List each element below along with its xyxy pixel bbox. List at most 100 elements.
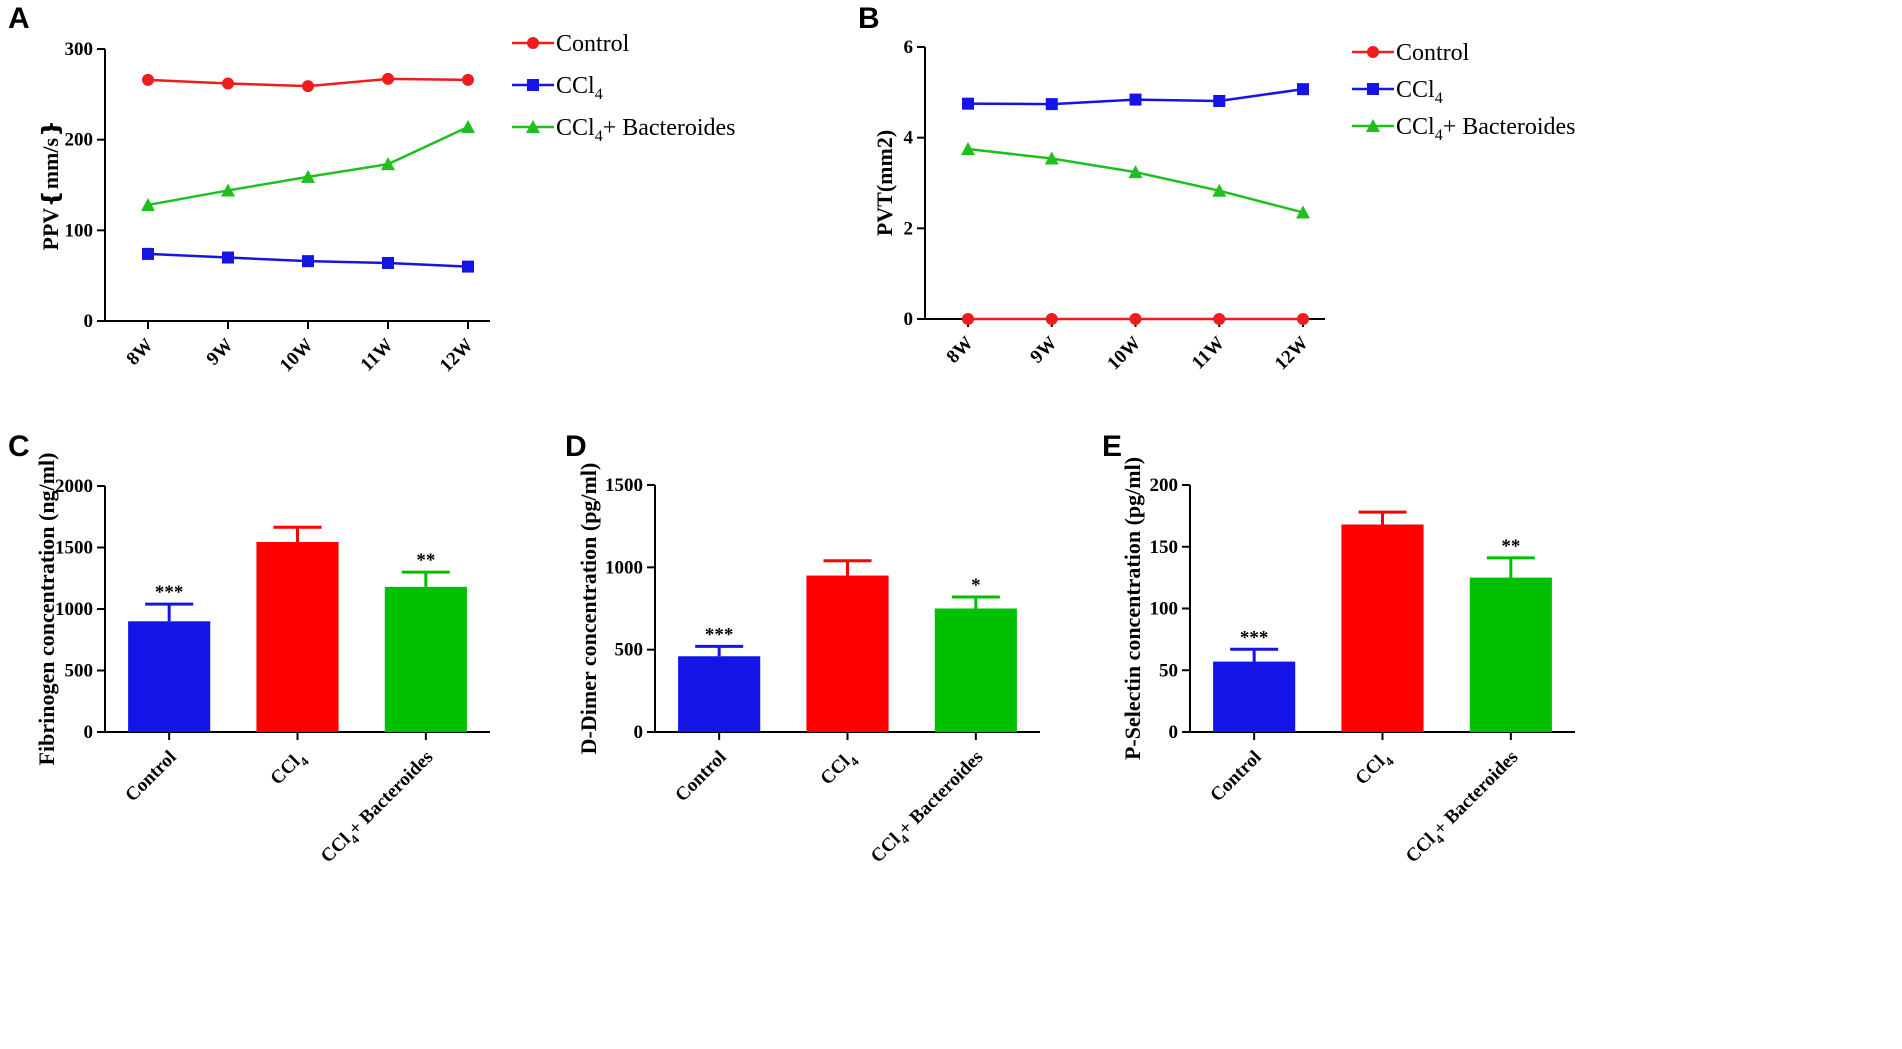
x-tick-label: 10W: [1103, 333, 1145, 375]
data-point: [462, 260, 474, 273]
legend-marker: [1367, 83, 1379, 95]
y-tick-label: 1000: [55, 599, 93, 620]
data-point: [1045, 313, 1058, 325]
x-tick-label: CCl4: [816, 746, 862, 792]
y-tick-label: 150: [1150, 537, 1179, 558]
data-point: [221, 183, 235, 197]
y-axis-title: PVT(mm2): [872, 130, 897, 236]
x-tick-label: 12W: [436, 335, 478, 377]
x-tick-label: 9W: [1026, 333, 1061, 368]
y-tick-label: 0: [634, 722, 644, 743]
data-point: [1297, 313, 1309, 325]
x-tick-label: CCl4: [266, 746, 312, 792]
data-point: [1128, 165, 1143, 179]
data-point: [222, 251, 234, 264]
y-tick-label: 500: [615, 640, 644, 661]
bar: [934, 608, 1017, 732]
legend-marker: [1366, 119, 1380, 132]
data-point: [462, 73, 474, 86]
y-axis-title: D-Dimer concentration (pg/ml): [576, 463, 601, 755]
y-tick-label: 0: [84, 311, 94, 332]
bar: [678, 656, 761, 732]
data-point: [461, 119, 475, 133]
data-point: [222, 77, 234, 90]
legend-label: Control: [1396, 40, 1470, 66]
legend-label: Control: [556, 31, 630, 57]
data-point: [382, 72, 394, 85]
significance-label: ***: [1240, 627, 1269, 648]
bar: [128, 621, 211, 732]
x-tick-label: CCl4: [1351, 746, 1397, 792]
bar: [256, 541, 339, 732]
data-point: [302, 255, 314, 268]
y-tick-label: 500: [65, 661, 94, 682]
y-tick-label: 0: [1169, 722, 1179, 743]
x-tick-label: CCl4+ Bacteroides: [867, 747, 990, 870]
x-tick-label: Control: [121, 747, 180, 806]
bar: [1213, 661, 1296, 732]
panel-label: C: [8, 430, 30, 463]
x-tick-label: 9W: [203, 335, 238, 370]
legend-label: CCl4: [1396, 77, 1443, 107]
x-tick-label: Control: [671, 747, 730, 806]
y-axis-title: PPV❴mm/s❵: [38, 120, 63, 251]
legend-label: CCl4: [556, 73, 603, 103]
y-tick-label: 300: [65, 39, 94, 60]
x-tick-label: 8W: [943, 333, 978, 368]
data-point: [1045, 98, 1058, 111]
data-point: [962, 97, 974, 110]
x-tick-label: CCl4+ Bacteroides: [317, 747, 440, 870]
series-line: [147, 125, 469, 207]
y-tick-label: 6: [904, 37, 914, 58]
data-point: [142, 247, 154, 260]
data-point: [961, 142, 975, 155]
data-point: [1129, 313, 1142, 325]
bar: [1341, 524, 1424, 732]
y-tick-label: 0: [904, 309, 914, 330]
data-point: [1297, 83, 1309, 96]
data-point: [1044, 151, 1059, 165]
y-tick-label: 2000: [55, 476, 93, 497]
bar: [1469, 577, 1552, 732]
panel-label: A: [8, 2, 30, 35]
significance-label: ***: [705, 624, 734, 645]
x-tick-label: 11W: [357, 335, 398, 376]
data-point: [382, 256, 394, 269]
legend-label: CCl4+ Bacteroides: [1396, 114, 1576, 144]
y-axis-title: P-Selectin concentration (pg/ml): [1120, 457, 1145, 760]
data-point: [381, 157, 395, 171]
data-point: [141, 197, 155, 211]
panel-label: E: [1102, 430, 1122, 463]
significance-label: ***: [155, 582, 184, 603]
data-point: [1296, 205, 1310, 219]
legend-label: CCl4+ Bacteroides: [556, 115, 736, 145]
y-axis-title: Fibrinogen concentration (ng/ml): [34, 453, 59, 766]
y-tick-label: 100: [1150, 599, 1179, 620]
significance-label: **: [416, 550, 435, 571]
panel-label: D: [565, 430, 587, 463]
data-point: [1129, 93, 1142, 106]
legend-marker: [527, 79, 539, 91]
bar: [806, 575, 889, 732]
x-tick-label: CCl4+ Bacteroides: [1402, 747, 1525, 870]
legend-marker: [526, 120, 540, 133]
x-tick-label: 12W: [1271, 333, 1313, 375]
data-point: [302, 80, 314, 93]
y-tick-label: 100: [65, 220, 94, 241]
data-point: [301, 169, 315, 183]
x-tick-label: 10W: [276, 335, 318, 377]
significance-label: *: [971, 575, 981, 596]
legend-marker: [527, 37, 539, 49]
y-tick-label: 1500: [605, 475, 643, 496]
bar: [384, 586, 467, 732]
x-tick-label: 11W: [1188, 333, 1229, 374]
data-point: [142, 73, 154, 86]
x-tick-label: 8W: [123, 335, 158, 370]
panel-label: B: [858, 2, 880, 35]
y-tick-label: 200: [1150, 475, 1179, 496]
x-tick-label: Control: [1206, 747, 1265, 806]
data-point: [962, 313, 974, 325]
